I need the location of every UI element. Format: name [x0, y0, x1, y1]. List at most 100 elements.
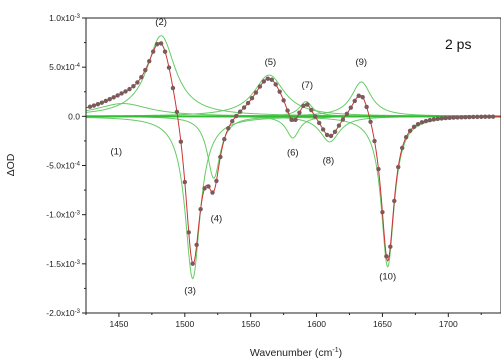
- data-point: [261, 79, 267, 84]
- data-point: [202, 186, 207, 191]
- y-axis: 1.0x10-3 5.0x10-4 0.0 -5.0x10-4 -1.0x10-3 -1.…: [46, 13, 86, 318]
- data-point: [348, 105, 354, 110]
- plot-area: [86, 18, 501, 313]
- data-point: [399, 145, 405, 151]
- data-point: [463, 114, 468, 120]
- data-point: [336, 123, 342, 128]
- data-point: [139, 74, 144, 80]
- data-point: [309, 107, 314, 113]
- data-point: [115, 93, 120, 98]
- data-point: [230, 119, 235, 124]
- data-point: [245, 100, 251, 106]
- data-point: [411, 124, 417, 129]
- peak-label-6: (6): [287, 148, 299, 159]
- peak-label-7: (7): [301, 80, 313, 91]
- data-point: [214, 178, 219, 184]
- data-points: [87, 41, 496, 266]
- data-point: [233, 113, 239, 119]
- peak-label-10: (10): [379, 272, 396, 283]
- data-point: [344, 111, 350, 117]
- data-point: [123, 89, 128, 94]
- data-point: [241, 105, 247, 110]
- data-point: [423, 118, 429, 124]
- data-point: [451, 115, 456, 120]
- data-point: [475, 114, 480, 120]
- data-point: [154, 41, 160, 47]
- data-point: [332, 129, 338, 134]
- data-point: [427, 117, 433, 123]
- x-axis-title: Wavenumber (cm-1): [250, 347, 342, 359]
- data-point: [150, 49, 156, 54]
- data-point: [257, 84, 263, 89]
- data-point: [482, 114, 488, 119]
- data-point: [364, 104, 369, 110]
- data-point: [459, 115, 464, 120]
- data-point: [415, 121, 421, 127]
- data-point: [297, 110, 302, 115]
- data-point: [87, 104, 93, 109]
- data-point: [380, 210, 385, 215]
- data-point: [316, 120, 322, 126]
- data-point: [320, 127, 326, 132]
- y-tick-label: 5.0x10-4: [49, 62, 81, 72]
- data-point: [218, 154, 223, 160]
- data-point: [119, 91, 124, 96]
- data-point: [352, 98, 357, 104]
- y-tick-label: 1.0x10-3: [49, 13, 81, 23]
- data-point: [273, 82, 278, 87]
- data-point: [486, 114, 492, 119]
- x-tick-label: 1700: [439, 319, 458, 329]
- data-point: [249, 95, 255, 101]
- data-point: [439, 116, 444, 121]
- data-point: [471, 114, 476, 120]
- y-tick-label: -1.0x10-3: [46, 210, 80, 220]
- data-point: [166, 65, 172, 70]
- data-point: [360, 94, 365, 100]
- data-point: [285, 108, 290, 113]
- data-point: [174, 109, 180, 115]
- x-tick-label: 1550: [241, 319, 260, 329]
- data-point: [111, 95, 116, 100]
- y-axis-title: ΔOD: [5, 153, 17, 176]
- data-point: [269, 77, 274, 82]
- data-point: [178, 139, 184, 144]
- peak-label-5: (5): [265, 57, 277, 68]
- peak-label-3: (3): [184, 285, 196, 296]
- data-point: [313, 114, 318, 119]
- data-point: [407, 128, 413, 133]
- data-point: [103, 98, 108, 104]
- x-tick-label: 1450: [109, 319, 128, 329]
- data-point: [135, 80, 140, 85]
- y-tick-label: 0.0: [68, 111, 80, 121]
- data-point: [206, 184, 211, 189]
- data-point: [324, 132, 330, 138]
- data-point: [107, 96, 112, 102]
- data-point: [392, 198, 397, 204]
- data-point: [190, 261, 195, 266]
- data-point: [210, 190, 215, 195]
- data-point: [305, 102, 310, 107]
- data-point: [443, 115, 448, 121]
- data-point: [158, 41, 164, 46]
- data-point: [340, 117, 346, 122]
- data-point: [265, 76, 271, 81]
- data-point: [226, 126, 231, 131]
- x-tick-label: 1650: [373, 319, 392, 329]
- data-point: [431, 117, 437, 122]
- y-tick-label: -1.5x10-3: [46, 259, 80, 269]
- data-point: [403, 134, 409, 140]
- data-point: [131, 84, 136, 89]
- data-point: [490, 114, 496, 119]
- peak-label-1: (1): [110, 147, 122, 158]
- data-point: [396, 164, 401, 170]
- data-point: [384, 254, 389, 259]
- data-point: [447, 115, 452, 121]
- x-tick-label: 1500: [175, 319, 194, 329]
- data-point: [237, 109, 243, 114]
- data-point: [198, 206, 203, 212]
- x-axis: 1450 1500 1550 1600 1650 1700: [85, 313, 482, 329]
- data-point: [376, 166, 381, 172]
- data-point: [170, 85, 176, 91]
- data-point: [435, 116, 440, 122]
- x-tick-label: 1600: [307, 319, 326, 329]
